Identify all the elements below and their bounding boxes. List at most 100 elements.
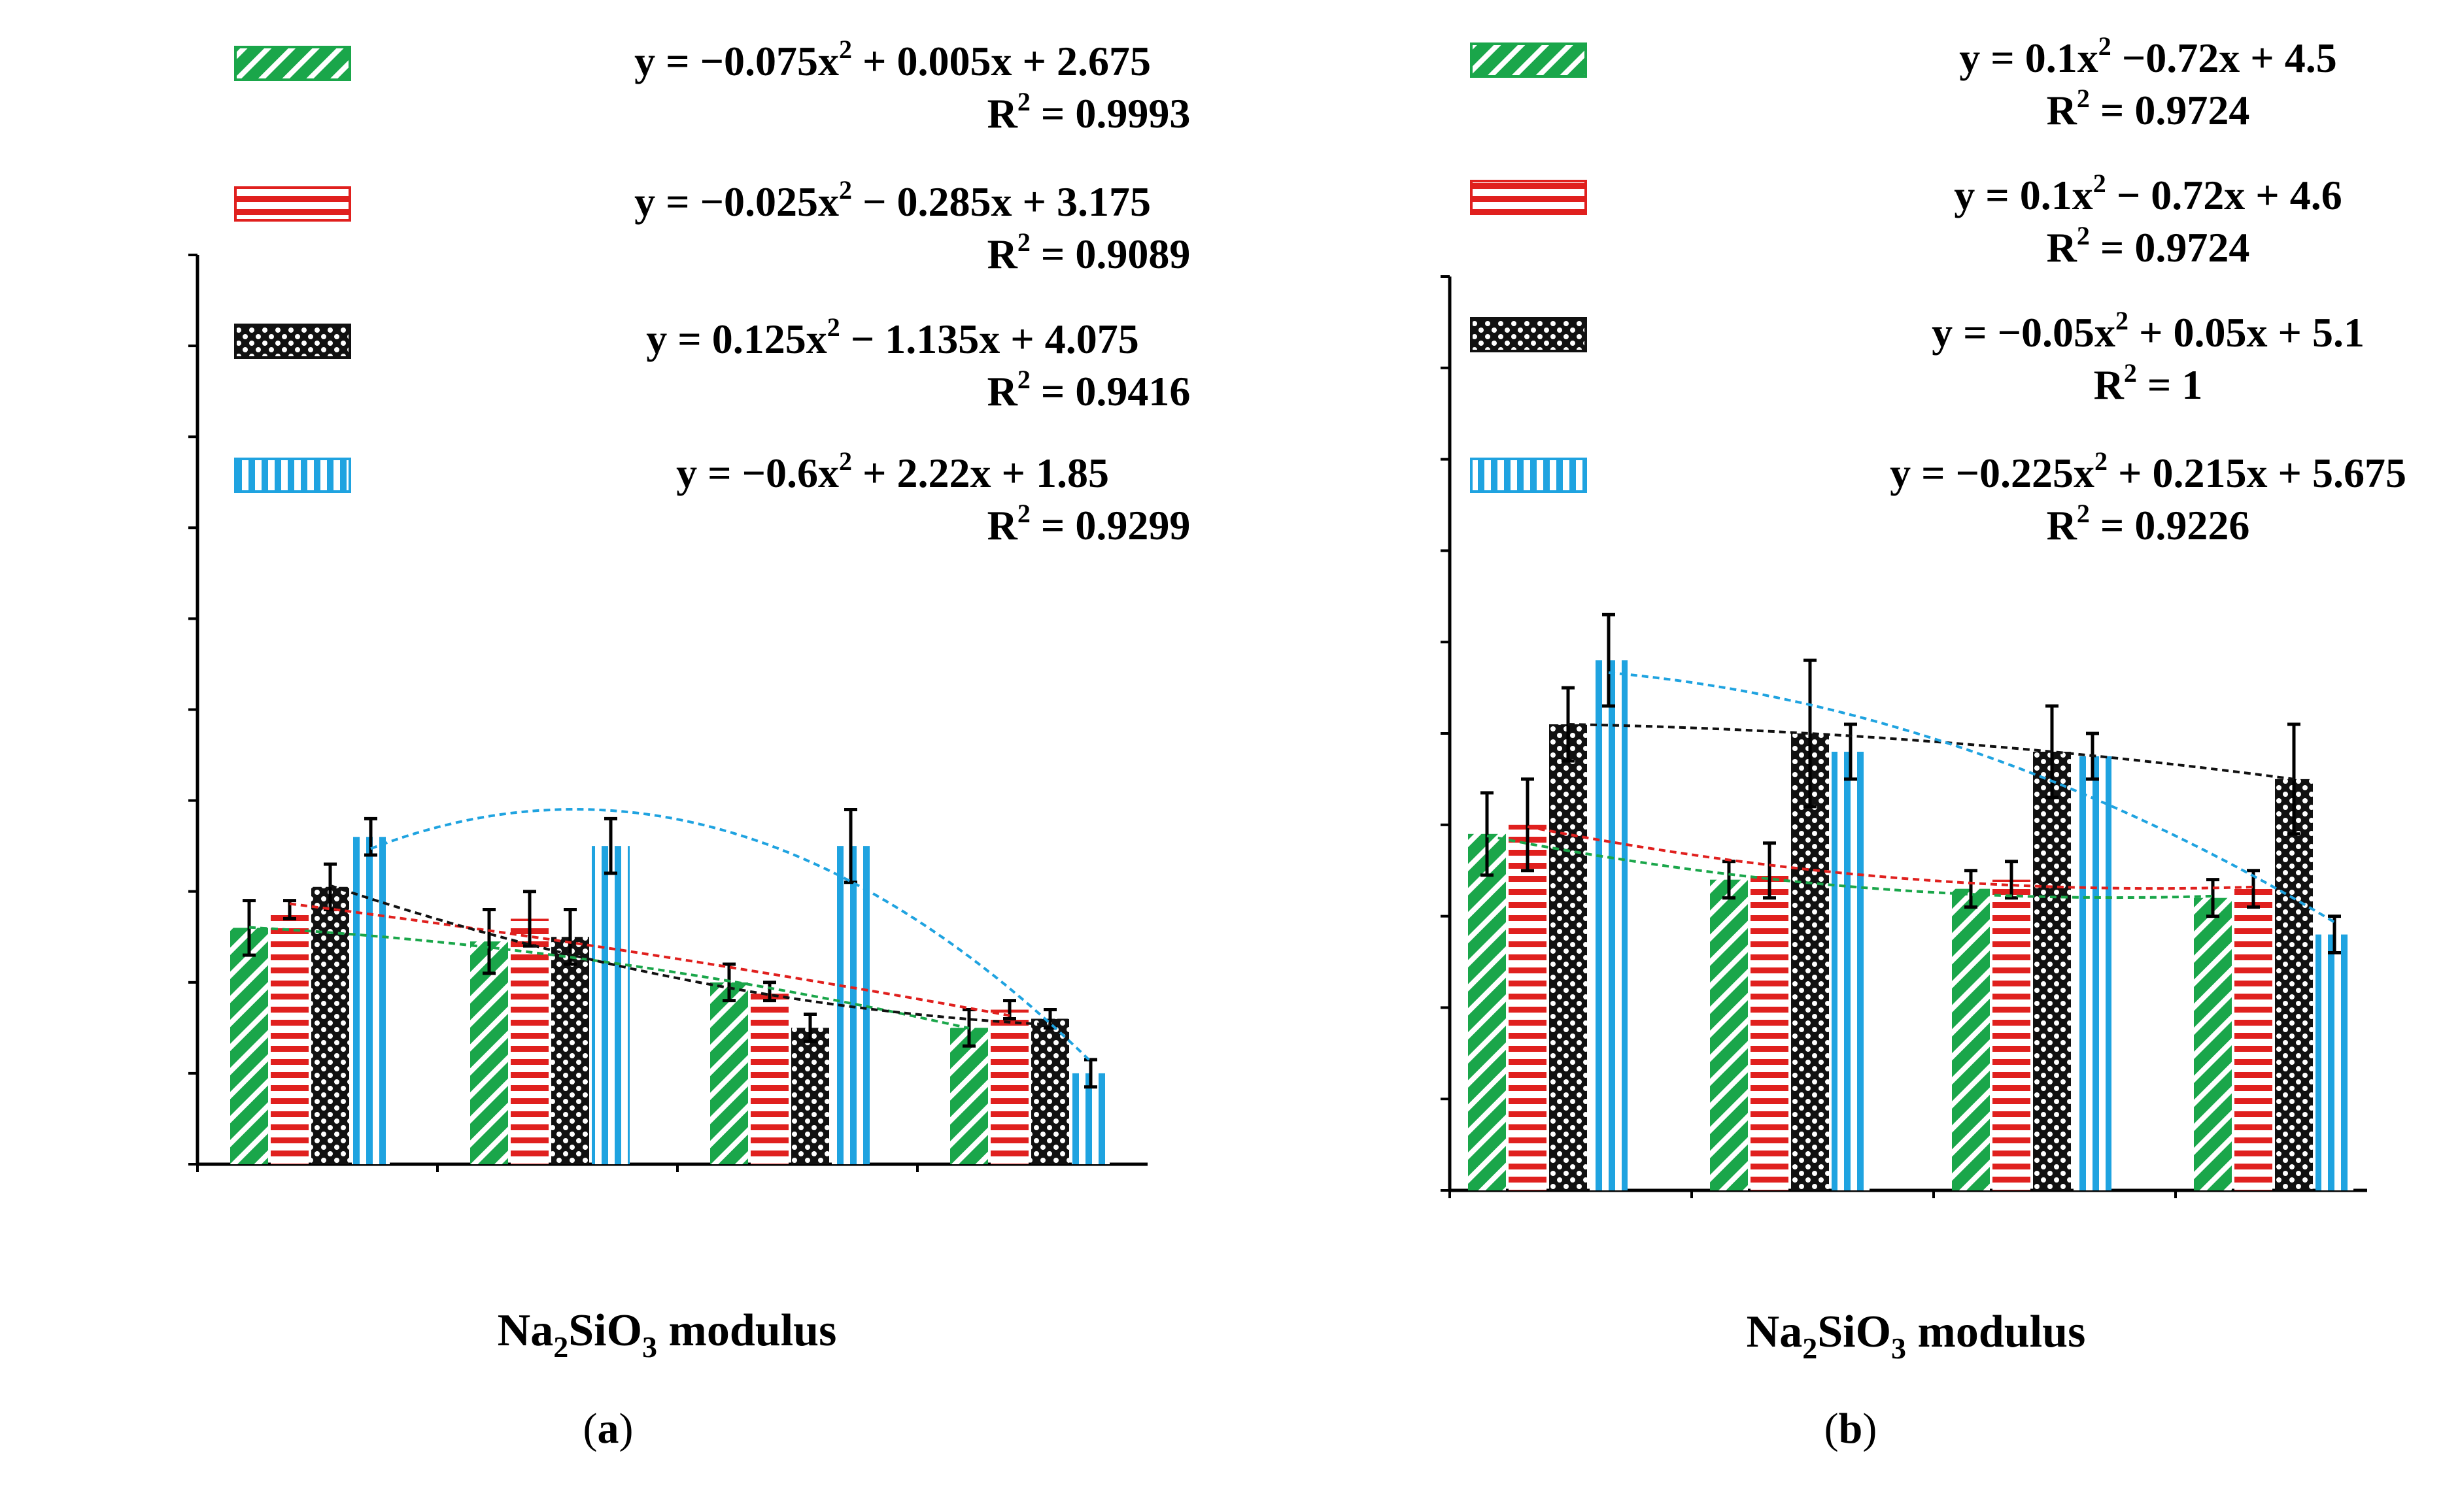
bar-14pctSS-0.8 [551,937,589,1164]
bar-12pctSS-1 [1992,879,2030,1190]
bar-14pctSS-1.2 [1031,1018,1069,1164]
trend-equation: y = −0.025x2 − 0.285x + 3.175 [634,175,1151,225]
r-squared: R2 = 0.9299 [987,499,1191,548]
panel-caption: (a) [583,1405,634,1453]
text-run: = 0.9089 [1031,231,1190,277]
trendline-14pctSS [330,884,1051,1026]
legend-swatch-14pctSS [1470,317,1587,352]
trendline-10pctSS [1486,834,2213,899]
text-run: R [987,502,1018,548]
bar-10pctSS-1 [710,982,748,1164]
text-run: R [2047,502,2077,548]
bar-12pctSS-0.8 [511,918,549,1164]
caption-paren: ( [1824,1405,1839,1453]
text-run: R [2047,87,2077,133]
x-axis-label: Na2SiO3 modulus [498,1305,837,1364]
bar-10pctSS-1.2 [2194,898,2232,1190]
bar-14pctSS-0.6 [311,886,349,1164]
superscript: 2 [2093,169,2106,198]
text-run: y = −0.05x [1932,309,2115,356]
text-run: R [987,231,1018,277]
bar-16pctSS-0.6 [352,837,390,1164]
text-run: = 0.9993 [1031,90,1190,137]
trend-equation: y = −0.05x2 + 0.05x + 5.1 [1932,306,2365,356]
trend-equation: y = −0.075x2 + 0.005x + 2.675 [634,35,1151,84]
bar-14pctSS-1 [791,1028,829,1164]
text-run: R [2094,361,2125,408]
text-run: R [2047,224,2077,271]
bar-12pctSS-1.2 [991,1009,1029,1164]
bar-10pctSS-0.8 [1710,879,1748,1190]
r-squared: R2 = 1 [2094,358,2203,408]
caption-letter: b [1839,1405,1863,1453]
text-run: Na [498,1305,554,1356]
text-run: −0.72x + 4.5 [2111,35,2337,81]
text-run: y = −0.025x [634,178,839,225]
superscript: 2 [2077,221,2090,250]
legend-swatch-14pctSS [234,324,351,359]
bar-16pctSS-0.6 [1590,660,1628,1190]
legend-swatch-16pctSS [234,458,351,493]
text-run: R [987,90,1018,137]
superscript: 2 [1017,499,1031,528]
text-run: SiO [568,1305,642,1356]
bar-10pctSS-0.6 [1468,833,1506,1190]
trendline-16pctSS [370,807,1092,1063]
x-axis-label: Na2SiO3 modulus [1747,1307,2086,1365]
trendline-12pctSS [289,902,1010,1017]
text-run: y = 0.125x [646,316,827,362]
text-run: y = 0.1x [1959,35,2098,81]
r-squared: R2 = 0.9724 [2047,84,2250,133]
superscript: 2 [839,35,852,64]
text-run: + 0.005x + 2.675 [852,38,1151,84]
legend-swatch-12pctSS [234,186,351,222]
subscript: 3 [642,1330,657,1364]
bar-12pctSS-1.2 [2234,888,2272,1190]
text-run: Na [1747,1307,1803,1357]
r-squared: R2 = 0.9089 [987,227,1191,277]
caption-paren: ( [583,1405,598,1453]
text-run: = 0.9724 [2090,224,2249,271]
bar-10pctSS-0.8 [470,941,508,1164]
r-squared: R2 = 0.9226 [2047,499,2250,548]
text-run: + 2.22x + 1.85 [852,450,1109,496]
text-run: y = −0.225x [1890,450,2094,496]
text-run: y = −0.6x [676,450,839,496]
trendline-16pctSS [1608,671,2336,924]
superscript: 2 [827,312,840,342]
trend-equation: y = 0.1x2 − 0.72x + 4.6 [1954,169,2342,218]
bar-14pctSS-0.8 [1791,733,1829,1190]
text-run: + 0.215x + 5.675 [2108,450,2406,496]
text-run: R [987,368,1018,414]
trendline-14pctSS [1567,723,2295,781]
text-run: modulus [657,1305,836,1356]
bar-14pctSS-0.6 [1549,724,1587,1190]
bar-16pctSS-0.8 [1832,751,1870,1190]
superscript: 2 [839,175,852,205]
legend-swatch-12pctSS [1470,180,1587,215]
bar-10pctSS-1.2 [950,1028,988,1164]
text-run: = 0.9416 [1031,368,1190,414]
caption-paren: ) [619,1405,634,1453]
superscript: 2 [1017,227,1031,257]
panel-caption: (b) [1824,1405,1877,1453]
trend-equation: y = −0.225x2 + 0.215x + 5.675 [1890,446,2406,496]
superscript: 2 [2094,446,2108,476]
legend-swatch-16pctSS [1470,458,1587,493]
bar-16pctSS-0.8 [592,846,630,1164]
superscript: 2 [2077,499,2090,528]
subscript: 3 [1891,1332,1906,1365]
bar-10pctSS-1 [1952,888,1990,1190]
bar-12pctSS-1 [751,991,789,1164]
superscript: 2 [2124,358,2137,388]
bar-12pctSS-0.6 [271,909,309,1164]
text-run: = 0.9226 [2090,502,2249,548]
superscript: 2 [2077,84,2090,113]
trend-equation: y = 0.125x2 − 1.135x + 4.075 [646,312,1138,362]
bar-16pctSS-1 [2074,756,2111,1190]
bar-12pctSS-0.8 [1751,870,1788,1190]
legend-swatch-10pctSS [1470,42,1587,78]
superscript: 2 [2115,306,2128,335]
